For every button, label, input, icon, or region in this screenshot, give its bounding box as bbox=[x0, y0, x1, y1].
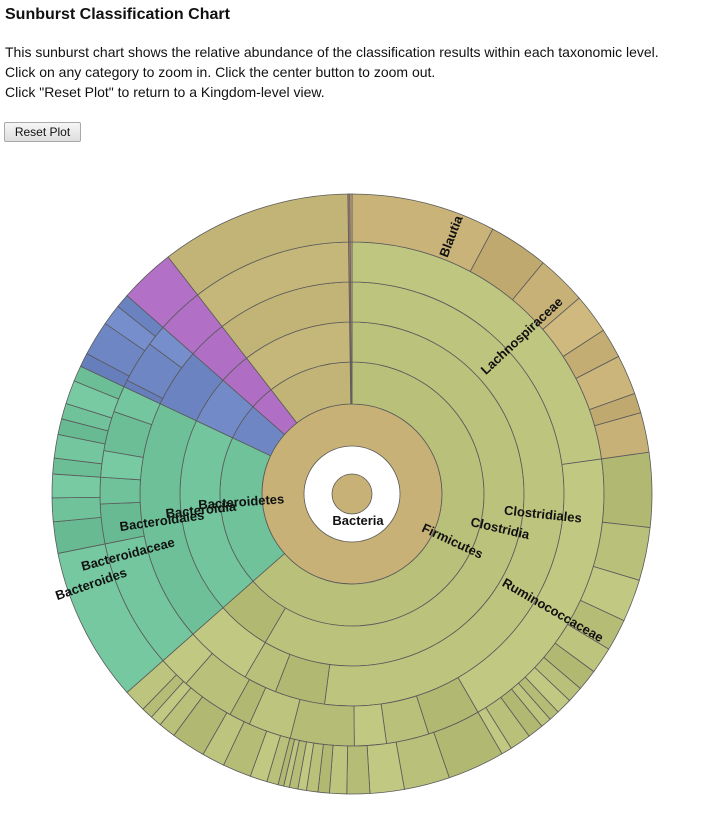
label-kingdom: Bacteria bbox=[332, 513, 384, 528]
sunburst-segment-87[interactable] bbox=[348, 241, 351, 283]
sunburst-segment-36[interactable] bbox=[346, 745, 371, 795]
sunburst-segment-83[interactable] bbox=[167, 193, 353, 296]
description-line-1: This sunburst chart shows the relative a… bbox=[5, 44, 659, 60]
sunburst-segment-59[interactable] bbox=[51, 496, 102, 523]
sunburst-segment-20[interactable] bbox=[601, 451, 653, 529]
sunburst-segment-60[interactable] bbox=[51, 473, 101, 499]
label-bacteroidetes: Bacteroidetes bbox=[198, 491, 285, 512]
page-title: Sunburst Classification Chart bbox=[5, 6, 230, 23]
zoom-out-center-button[interactable] bbox=[331, 473, 373, 515]
sunburst-segment-88[interactable] bbox=[347, 193, 351, 243]
sunburst-segment-86[interactable] bbox=[348, 281, 352, 323]
sunburst-segment-85[interactable] bbox=[349, 321, 352, 363]
label-bacteroidia: Bacteroidia bbox=[165, 499, 238, 521]
sunburst-segment-7[interactable] bbox=[353, 703, 388, 747]
sunburst-chart: Bacteria FirmicutesClostridiaClostridiale… bbox=[51, 193, 653, 795]
chart-description: This sunburst chart shows the relative a… bbox=[5, 42, 659, 102]
description-line-3: Click "Reset Plot" to return to a Kingdo… bbox=[5, 84, 325, 100]
sunburst-segment-54[interactable] bbox=[99, 476, 141, 505]
reset-plot-button[interactable]: Reset Plot bbox=[4, 122, 81, 142]
sunburst-segment-84[interactable] bbox=[349, 361, 352, 405]
sunburst-segment-8[interactable] bbox=[289, 699, 355, 747]
description-line-2: Click on any category to zoom in. Click … bbox=[5, 64, 436, 80]
